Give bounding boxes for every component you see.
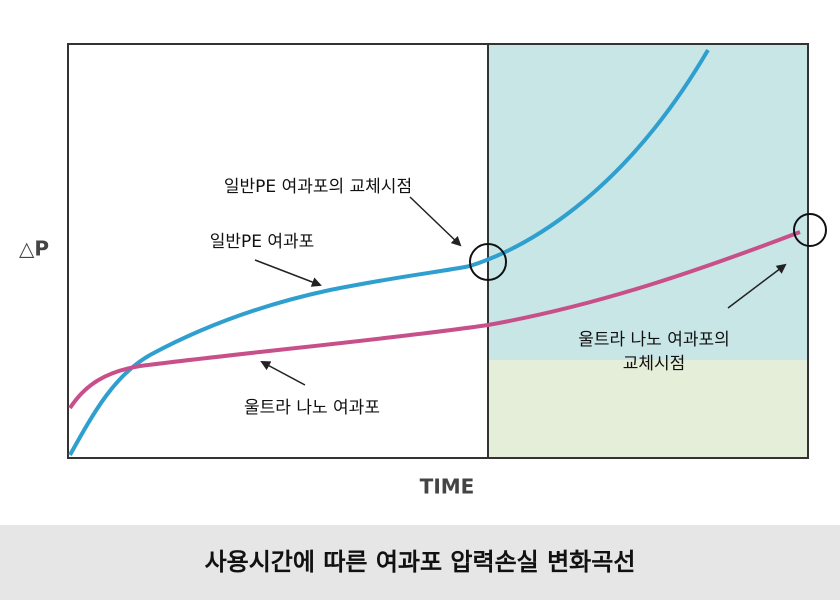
nano-replacement-marker	[793, 213, 827, 247]
arrow	[409, 196, 462, 247]
pe-replacement-marker	[469, 243, 507, 281]
arrow	[727, 263, 787, 309]
safe-zone	[488, 360, 808, 458]
annotation: 울트라 나노 여과포의	[578, 330, 730, 350]
annotation: 울트라 나노 여과포	[244, 398, 380, 418]
annotation: 일반PE 여과포의 교체시점	[224, 177, 412, 197]
caption-band	[0, 525, 840, 600]
annotation: 교체시점	[623, 354, 686, 374]
replacement-zone	[488, 44, 808, 360]
annotation: 일반PE 여과포	[210, 232, 315, 252]
arrow	[254, 259, 322, 287]
caption: 사용시간에 따른 여과포 압력손실 변화곡선	[205, 548, 636, 576]
frame	[67, 43, 809, 459]
y-axis-label: △P	[19, 237, 49, 261]
nano-curve	[68, 230, 801, 410]
x-axis-label: TIME	[420, 475, 475, 499]
arrow	[260, 361, 306, 386]
